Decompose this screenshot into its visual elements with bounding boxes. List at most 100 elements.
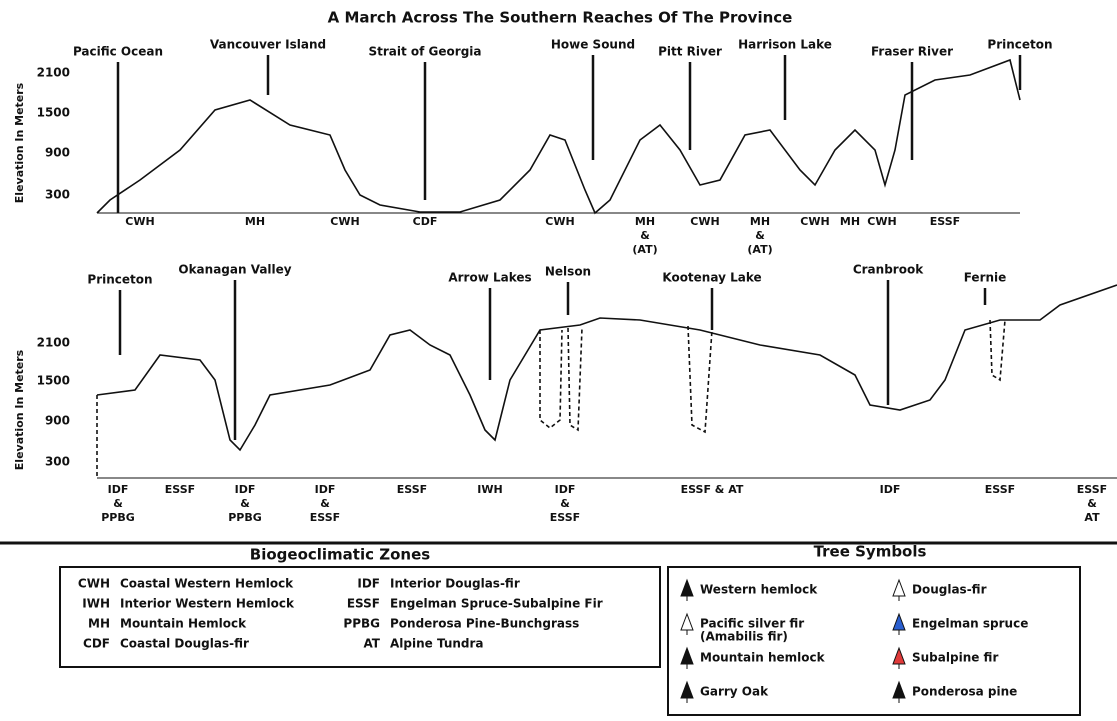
- y-axis-label: Elevation In Meters: [13, 82, 26, 203]
- tree-name: Engelman spruce: [912, 617, 1028, 631]
- landmark-label: Pitt River: [658, 45, 722, 59]
- zone-label: MH: [245, 215, 265, 228]
- landmark-label: Harrison Lake: [738, 38, 832, 52]
- tree-name: Mountain hemlock: [700, 651, 826, 665]
- landmark-label: Kootenay Lake: [662, 271, 761, 285]
- zone-label: CWH: [125, 215, 154, 228]
- zone-label: (AT): [632, 243, 657, 256]
- tree-symbol: [680, 680, 694, 703]
- zone-code: ESSF: [347, 597, 380, 611]
- zone-label: CWH: [800, 215, 829, 228]
- zone-label: &: [640, 229, 650, 242]
- y-tick-label: 1500: [37, 106, 70, 120]
- tree-symbol: [680, 578, 694, 601]
- zone-name: Coastal Douglas-fir: [120, 637, 249, 651]
- tree-name: Western hemlock: [700, 583, 818, 597]
- zone-label: IDF: [235, 483, 256, 496]
- terrain-profile: [96, 284, 1117, 452]
- zone-name: Mountain Hemlock: [120, 617, 247, 631]
- zone-code: IWH: [82, 597, 110, 611]
- zone-label: MH: [750, 215, 770, 228]
- zone-label: CWH: [330, 215, 359, 228]
- lake-outline: [96, 319, 1006, 478]
- zone-label: CDF: [413, 215, 438, 228]
- zone-label: IDF: [108, 483, 129, 496]
- zone-label: ESSF: [985, 483, 1015, 496]
- legend-title: Biogeoclimatic Zones: [250, 546, 430, 564]
- zone-name: Interior Douglas-fir: [390, 577, 520, 591]
- y-tick-label: 300: [45, 188, 70, 202]
- zone-label: ESSF: [165, 483, 195, 496]
- zone-label: &: [240, 497, 250, 510]
- zone-label: &: [560, 497, 570, 510]
- tree-legend-box: [667, 566, 1081, 716]
- zone-label: IDF: [880, 483, 901, 496]
- tree-symbol: [892, 680, 906, 703]
- zone-code: CWH: [78, 577, 110, 591]
- y-tick-label: 1500: [37, 374, 70, 388]
- zone-label: ESSF: [310, 511, 340, 524]
- zone-code: AT: [363, 637, 380, 651]
- zone-label: ESSF: [550, 511, 580, 524]
- zone-label: ESSF: [930, 215, 960, 228]
- landmark-label: Fernie: [964, 271, 1007, 285]
- zone-code: PPBG: [343, 617, 380, 631]
- landmark-label: Strait of Georgia: [368, 45, 481, 59]
- zone-code: CDF: [83, 637, 110, 651]
- zone-code: IDF: [357, 577, 380, 591]
- zone-label: &: [320, 497, 330, 510]
- title: A March Across The Southern Reaches Of T…: [328, 9, 793, 27]
- zone-label: ESSF: [1077, 483, 1107, 496]
- zone-label: &: [1087, 497, 1097, 510]
- tree-symbol: [892, 646, 906, 669]
- landmark-label: Princeton: [987, 38, 1052, 52]
- y-tick-label: 900: [45, 414, 70, 428]
- tree-symbol: [680, 612, 694, 635]
- zone-label: &: [755, 229, 765, 242]
- landmark-label: Cranbrook: [853, 263, 924, 277]
- zone-label: ESSF & AT: [681, 483, 744, 496]
- landmark-label: Pacific Ocean: [73, 45, 163, 59]
- tree-symbol: [680, 646, 694, 669]
- zone-code: MH: [88, 617, 110, 631]
- zone-label: IDF: [555, 483, 576, 496]
- zone-label: MH: [840, 215, 860, 228]
- terrain-profile: [96, 58, 1021, 215]
- zone-label: PPBG: [101, 511, 135, 524]
- zone-label: AT: [1084, 511, 1100, 524]
- zone-name: Interior Western Hemlock: [120, 597, 295, 611]
- tree-name: Ponderosa pine: [912, 685, 1017, 699]
- landmark-label: Howe Sound: [551, 38, 635, 52]
- zone-name: Ponderosa Pine-Bunchgrass: [390, 617, 579, 631]
- landmark-label: Vancouver Island: [210, 38, 326, 52]
- landmark-label: Fraser River: [871, 45, 953, 59]
- landmark-label: Princeton: [87, 273, 152, 287]
- zone-label: CWH: [545, 215, 574, 228]
- legend-title: Tree Symbols: [814, 543, 927, 561]
- tree-name: Garry Oak: [700, 685, 769, 699]
- zone-name: Alpine Tundra: [390, 637, 484, 651]
- zone-label: MH: [635, 215, 655, 228]
- y-tick-label: 900: [45, 146, 70, 160]
- y-tick-label: 300: [45, 455, 70, 469]
- tree-name: (Amabilis fir): [700, 630, 788, 644]
- landmark-label: Nelson: [545, 265, 591, 279]
- zone-name: Coastal Western Hemlock: [120, 577, 294, 591]
- tree-name: Subalpine fir: [912, 651, 998, 665]
- zone-label: &: [113, 497, 123, 510]
- y-axis-label: Elevation In Meters: [13, 349, 26, 470]
- landmark-label: Okanagan Valley: [178, 263, 291, 277]
- tree-symbol: [892, 612, 906, 635]
- tree-name: Pacific silver fir: [700, 617, 804, 631]
- landmark-label: Arrow Lakes: [448, 271, 531, 285]
- zone-label: IWH: [477, 483, 502, 496]
- zone-label: PPBG: [228, 511, 262, 524]
- zone-label: CWH: [867, 215, 896, 228]
- tree-name: Douglas-fir: [912, 583, 987, 597]
- zone-label: ESSF: [397, 483, 427, 496]
- tree-symbol: [892, 578, 906, 601]
- y-tick-label: 2100: [37, 66, 70, 80]
- zone-label: CWH: [690, 215, 719, 228]
- zone-label: IDF: [315, 483, 336, 496]
